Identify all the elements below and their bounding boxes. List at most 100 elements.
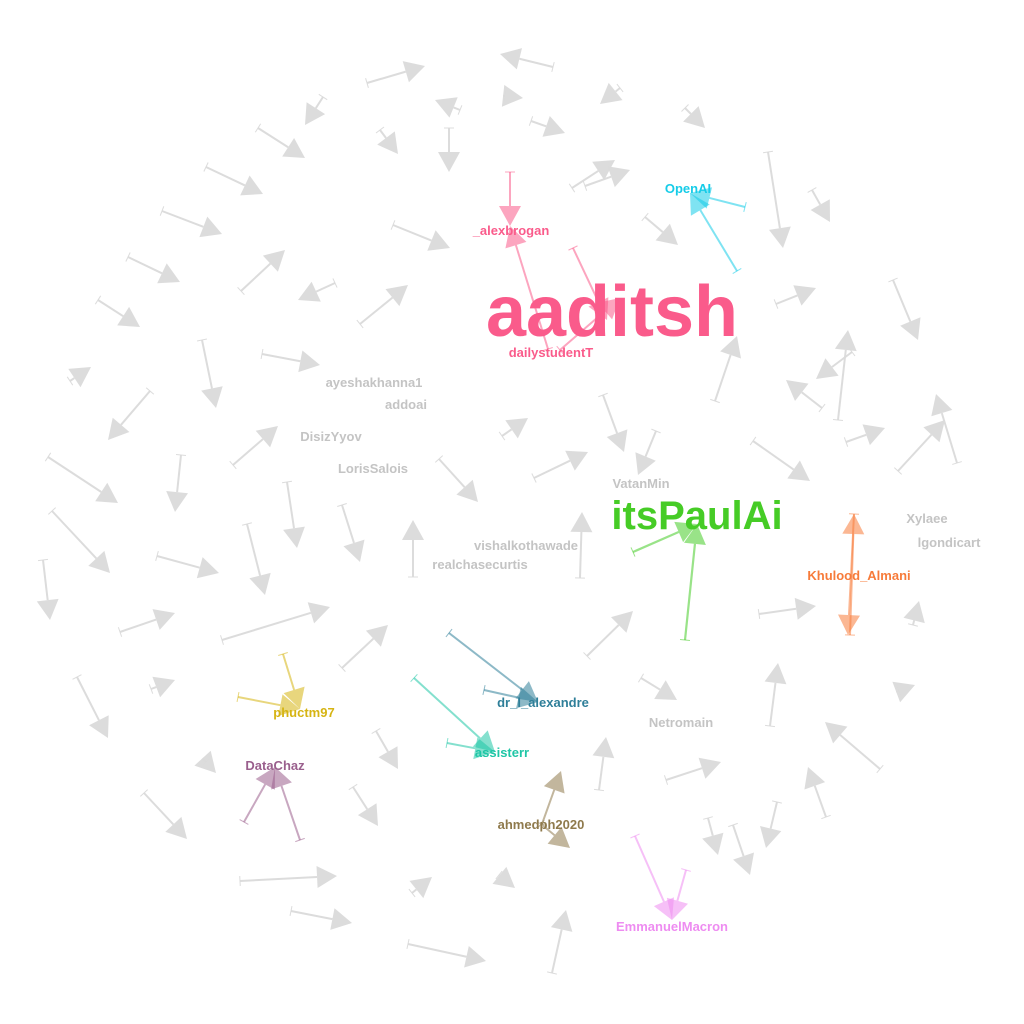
node-label-dailystudentT[interactable]: dailystudentT [509,345,594,360]
edge-tail [365,78,369,88]
edge-45 [289,905,352,930]
edge-line [97,299,124,318]
edge-38 [402,520,424,578]
edge-tail [375,126,385,134]
node-label-dr_l_alexandre[interactable]: dr_l_alexandre [497,695,589,710]
node-label-DataChaz[interactable]: DataChaz [245,758,305,773]
node-label-Netromain[interactable]: Netromain [649,715,713,730]
edge-line [438,458,466,488]
edge-67 [843,424,885,447]
node-label-OpenAI[interactable]: OpenAI [665,181,711,196]
edge-arrowhead [600,82,623,104]
node-label-assisterr[interactable]: assisterr [475,745,529,760]
edge-44 [239,866,337,888]
node-label-realchasecurtis[interactable]: realchasecurtis [432,557,527,572]
edge-arrowhead [611,611,633,633]
edge-arrowhead [492,866,515,888]
edge-54 [637,673,677,700]
edge-77 [583,611,633,660]
highlight-edge-4 [690,193,742,275]
node-label-Khulood_Almani[interactable]: Khulood_Almani [807,568,910,583]
node-label-VatanMin[interactable]: VatanMin [612,476,669,491]
edge-arrowhead [500,48,522,70]
edge-line [572,247,600,303]
edge-34 [242,522,271,595]
edge-52 [492,866,515,888]
edge-arrowhead [343,539,365,562]
edge-line [315,282,336,293]
node-label-addoai[interactable]: addoai [385,397,427,412]
node-label-aaditsh[interactable]: aaditsh [486,272,738,352]
edge-62 [892,681,915,703]
edge-tail [832,418,844,422]
node-label-phuctm97[interactable]: phuctm97 [273,705,334,720]
node-label-ayeshakhanna1[interactable]: ayeshakhanna1 [326,375,423,390]
edge-18 [888,277,921,340]
edge-arrowhead [793,285,816,306]
edge-tail [749,436,757,446]
edge-tail [260,348,264,360]
edge-line [221,611,312,641]
edge-70 [773,285,816,309]
edge-tail [356,319,364,329]
edge-arrowhead [570,512,593,533]
node-label-EmmanuelMacron[interactable]: EmmanuelMacron [616,919,728,934]
edge-line [709,196,746,208]
node-label-ahmedph2020[interactable]: ahmedph2020 [498,817,585,832]
edge-line [559,310,606,351]
edge-line [586,624,620,657]
edge-tail [764,724,776,728]
edge-23 [260,348,320,373]
edge-arrowhead [923,420,945,443]
edge-55 [663,757,721,785]
edge-40 [338,625,388,672]
edge-arrowhead [152,676,175,698]
edge-arrowhead [385,285,408,307]
edge-tail [551,62,555,72]
edge-line [813,785,827,818]
edge-line [769,682,777,727]
edge-65 [931,394,962,465]
node-label-vishalkothawade[interactable]: vishalkothawade [474,538,578,553]
edge-tail [583,652,591,660]
edge-arrowhead [194,750,216,773]
edge-arrowhead [702,832,724,855]
edge-tail [289,905,293,917]
edge-tail [445,737,449,749]
edge-arrowhead [501,84,523,107]
edge-arrowhead [438,152,460,172]
edge-arrowhead [117,306,140,327]
edge-tail [952,461,962,465]
edge-arrowhead [165,816,187,839]
edge-tail [155,551,159,561]
node-label-lgondicart[interactable]: lgondicart [918,535,982,550]
edge-tail [332,278,338,288]
node-label-DisizYyov[interactable]: DisizYyov [300,429,362,444]
edge-line [237,696,281,707]
edge-32 [281,480,305,548]
edge-80 [641,212,678,245]
edge-68 [786,380,826,413]
edge-arrowhead [597,298,620,320]
node-label-alexbrogan[interactable]: _alexbrogan [472,223,550,238]
edge-arrowhead [903,601,925,624]
edge-arrowhead [166,491,188,512]
edge-12 [438,127,460,172]
edge-tail [44,452,52,462]
edge-26 [66,367,91,388]
node-label-Xylaee[interactable]: Xylaee [906,511,947,526]
edge-line [453,106,461,111]
edge-24 [197,338,223,408]
edge-line [176,454,182,493]
node-label-itsPaulAi[interactable]: itsPaulAi [611,494,782,538]
edge-tail [338,664,346,672]
edge-43 [140,789,187,839]
edge-arrowhead [834,330,857,352]
edge-57 [728,822,754,875]
edge-line [205,166,246,187]
edge-line [775,294,798,305]
edge-76 [570,512,593,579]
node-label-LorisSalois[interactable]: LorisSalois [338,461,408,476]
edge-line [602,394,619,434]
edge-arrowhead [838,614,860,635]
